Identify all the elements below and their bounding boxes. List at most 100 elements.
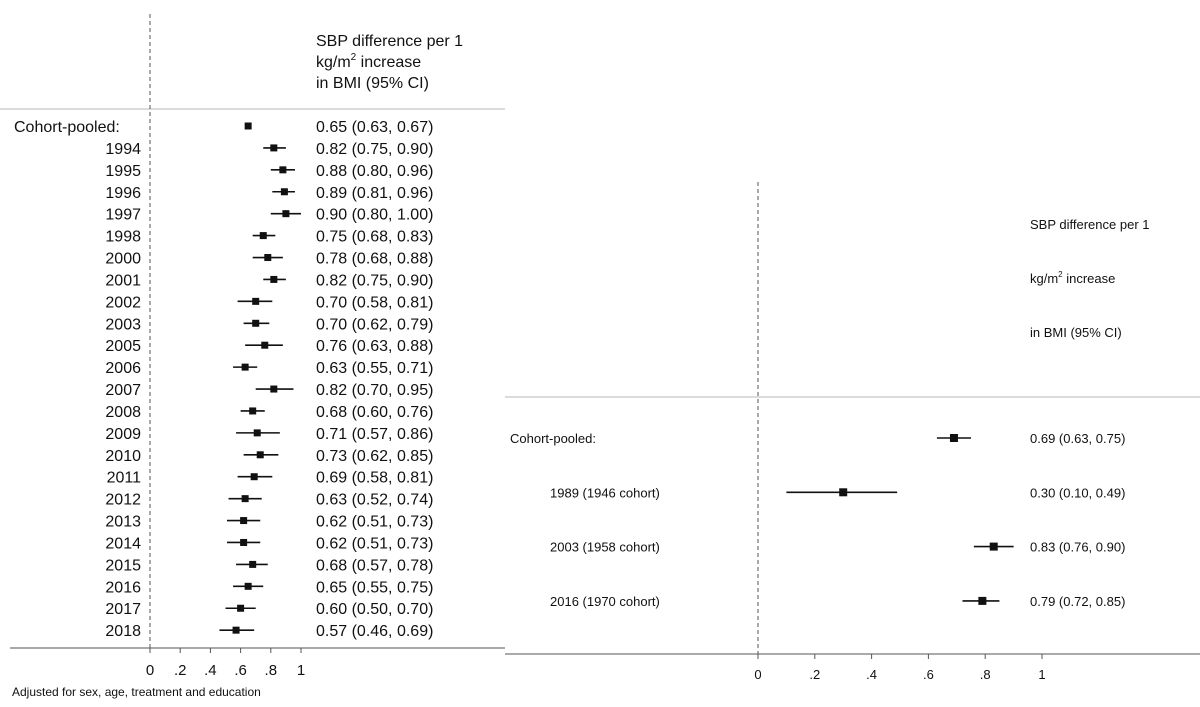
ci-value-text: 0.73 (0.62, 0.85) — [316, 448, 433, 465]
header-superscript: 2 — [1058, 270, 1063, 279]
forest-row: Cohort-pooled: 0.69 (0.63, 0.75) — [510, 431, 1125, 446]
forest-row: 2005 0.76 (0.63, 0.88) — [105, 338, 433, 355]
forest-row: 2016 0.65 (0.55, 0.75) — [105, 579, 433, 596]
point-estimate-marker — [978, 596, 987, 605]
row-label: 2017 — [105, 601, 141, 618]
forest-row: 2010 0.73 (0.62, 0.85) — [105, 448, 433, 465]
ci-value-text: 0.68 (0.57, 0.78) — [316, 557, 433, 574]
header-line-2: kg/m2 increase — [1030, 270, 1115, 286]
x-tick-label: 1 — [297, 662, 305, 679]
header-line-2-rest: increase — [356, 54, 421, 71]
header-line-2: kg/m2 increase — [316, 52, 421, 71]
ci-column-header: SBP difference per 1 kg/m2 increase in B… — [1030, 217, 1150, 340]
point-estimate-marker — [232, 626, 240, 634]
point-estimate-marker — [279, 166, 287, 174]
x-axis-ticks: 0 .2 .4 .6 .8 1 — [146, 648, 305, 679]
row-label: 2016 — [105, 579, 141, 596]
header-line-1: SBP difference per 1 — [1030, 217, 1150, 232]
forest-row: 2016 (1970 cohort) 0.79 (0.72, 0.85) — [550, 594, 1125, 609]
x-tick-label: .8 — [265, 662, 278, 679]
forest-row: 2018 0.57 (0.46, 0.69) — [105, 623, 433, 640]
point-estimate-marker — [280, 188, 288, 196]
forest-row: 2001 0.82 (0.75, 0.90) — [105, 272, 433, 289]
header-line-2-rest: increase — [1063, 271, 1116, 286]
row-label: 1996 — [105, 185, 141, 202]
row-label: 1994 — [105, 141, 141, 158]
x-tick-label: .2 — [174, 662, 187, 679]
ci-value-text: 0.62 (0.51, 0.73) — [316, 535, 433, 552]
forest-row: 2003 0.70 (0.62, 0.79) — [105, 316, 433, 333]
footnote: Adjusted for sex, age, treatment and edu… — [12, 685, 261, 699]
row-label: 1998 — [105, 229, 141, 246]
point-estimate-marker — [244, 122, 252, 130]
forest-row: 2012 0.63 (0.52, 0.74) — [105, 492, 433, 509]
ci-value-text: 0.71 (0.57, 0.86) — [316, 426, 433, 443]
forest-row: 1997 0.90 (0.80, 1.00) — [105, 207, 433, 224]
row-label: 1989 (1946 cohort) — [550, 485, 660, 500]
ci-value-text: 0.82 (0.70, 0.95) — [316, 382, 433, 399]
ci-value-text: 0.76 (0.63, 0.88) — [316, 338, 433, 355]
forest-rows: Cohort-pooled: 0.69 (0.63, 0.75) 1989 (194… — [510, 431, 1125, 609]
forest-row: 1998 0.75 (0.68, 0.83) — [105, 229, 433, 246]
forest-row: 2015 0.68 (0.57, 0.78) — [105, 557, 433, 574]
header-line-2-unit: kg/m — [1030, 271, 1058, 286]
x-tick-label: .6 — [234, 662, 247, 679]
forest-row: 1994 0.82 (0.75, 0.90) — [105, 141, 433, 158]
ci-value-text: 0.78 (0.68, 0.88) — [316, 251, 433, 268]
forest-row: 2006 0.63 (0.55, 0.71) — [105, 360, 433, 377]
x-tick-label: 0 — [754, 667, 761, 682]
ci-value-text: 0.82 (0.75, 0.90) — [316, 272, 433, 289]
row-label: 2011 — [107, 470, 142, 487]
x-axis-ticks: 0 .2 .4 .6 .8 1 — [754, 654, 1046, 682]
row-label: 2016 (1970 cohort) — [550, 594, 660, 609]
point-estimate-marker — [256, 451, 264, 459]
row-label: 2010 — [105, 448, 141, 465]
row-label: 2007 — [105, 382, 141, 399]
forest-row: 1995 0.88 (0.80, 0.96) — [105, 163, 433, 180]
point-estimate-marker — [249, 407, 257, 415]
x-tick-label: .6 — [923, 667, 934, 682]
point-estimate-marker — [241, 495, 249, 503]
ci-value-text: 0.69 (0.58, 0.81) — [316, 470, 433, 487]
row-label: 2001 — [105, 272, 141, 289]
row-label: 1997 — [105, 207, 141, 224]
point-estimate-marker — [261, 341, 269, 349]
point-estimate-marker — [264, 254, 272, 262]
ci-value-text: 0.68 (0.60, 0.76) — [316, 404, 433, 421]
ci-value-text: 0.89 (0.81, 0.96) — [316, 185, 433, 202]
forest-row: 2017 0.60 (0.50, 0.70) — [105, 601, 433, 618]
ci-value-text: 0.70 (0.62, 0.79) — [316, 316, 433, 333]
row-label: 2005 — [105, 338, 141, 355]
x-tick-label: 1 — [1038, 667, 1045, 682]
row-label: 2008 — [105, 404, 141, 421]
point-estimate-marker — [244, 582, 252, 590]
header-superscript: 2 — [351, 52, 357, 63]
forest-row: 2014 0.62 (0.51, 0.73) — [105, 535, 433, 552]
forest-plot-left-svg: SBP difference per 1 kg/m2 increase in B… — [0, 14, 505, 699]
ci-value-text: 0.82 (0.75, 0.90) — [316, 141, 433, 158]
row-label: 2002 — [105, 294, 141, 311]
ci-value-text: 0.75 (0.68, 0.83) — [316, 229, 433, 246]
row-label: 2012 — [105, 492, 141, 509]
point-estimate-marker — [237, 604, 245, 612]
point-estimate-marker — [240, 538, 248, 546]
row-label: 1995 — [105, 163, 141, 180]
forest-plot-by-survey-year: SBP difference per 1 kg/m2 increase in B… — [0, 0, 505, 702]
ci-value-text: 0.90 (0.80, 1.00) — [316, 207, 433, 224]
forest-row: 2000 0.78 (0.68, 0.88) — [105, 251, 433, 268]
point-estimate-marker — [270, 385, 278, 393]
forest-row: 2013 0.62 (0.51, 0.73) — [105, 514, 433, 531]
forest-row: 2002 0.70 (0.58, 0.81) — [105, 294, 433, 311]
point-estimate-marker — [250, 473, 258, 481]
forest-row: 1996 0.89 (0.81, 0.96) — [105, 185, 433, 202]
x-tick-label: 0 — [146, 662, 154, 679]
point-estimate-marker — [249, 560, 257, 568]
row-label: 2013 — [105, 514, 141, 531]
x-tick-label: .2 — [809, 667, 820, 682]
row-label: 2003 (1958 cohort) — [550, 540, 660, 555]
point-estimate-marker — [252, 297, 260, 305]
point-estimate-marker — [241, 363, 249, 371]
row-label: 2009 — [105, 426, 141, 443]
point-estimate-marker — [839, 488, 848, 497]
pooled-label: Cohort-pooled: — [510, 431, 596, 446]
